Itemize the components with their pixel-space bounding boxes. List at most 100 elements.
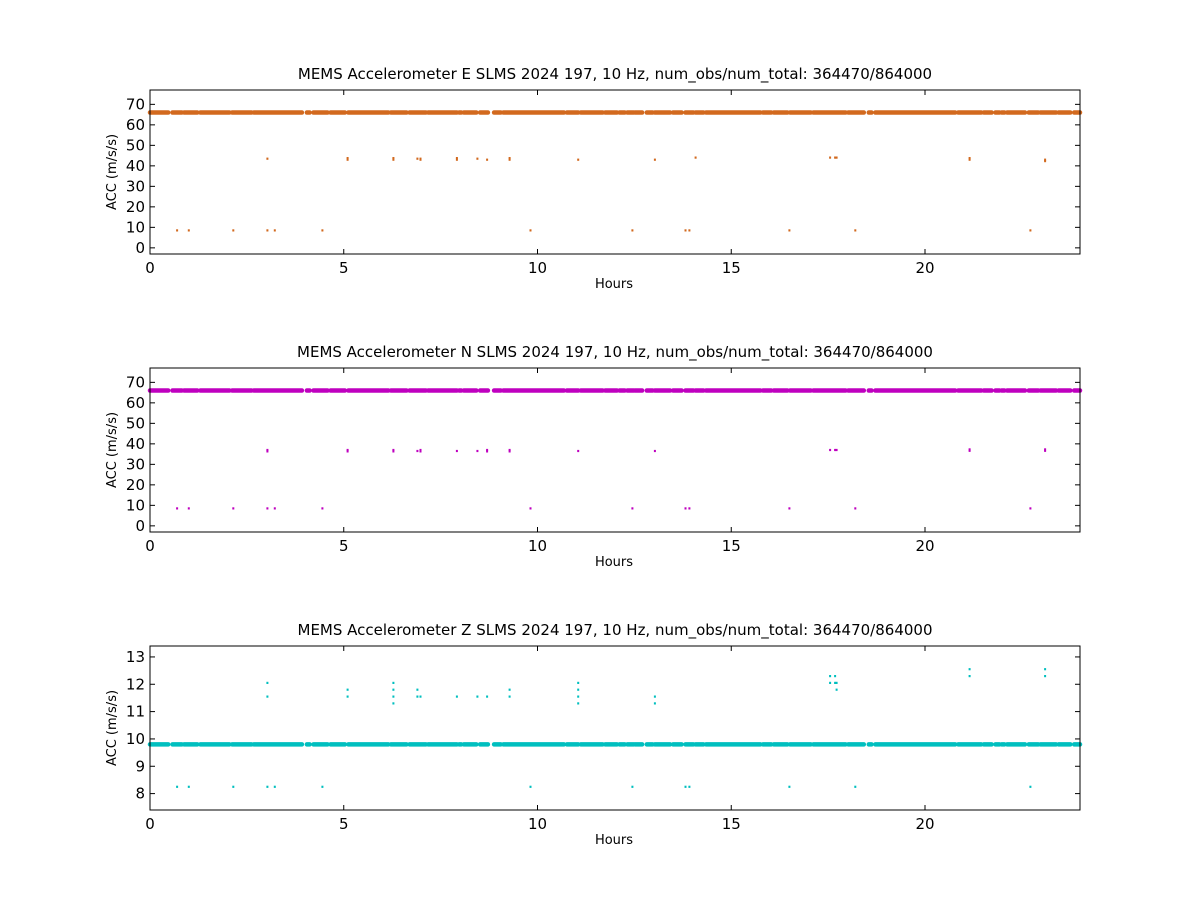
panel-title: MEMS Accelerometer Z SLMS 2024 197, 10 H… [298,621,933,640]
y-tick-label: 8 [135,785,145,803]
data-point [266,507,269,510]
y-tick-label: 11 [126,703,145,721]
data-point [266,448,269,452]
panel-z: MEMS Accelerometer Z SLMS 2024 197, 10 H… [105,621,1083,848]
x-tick-label: 5 [339,537,349,555]
data-point [653,695,656,698]
y-tick-label: 60 [126,116,145,134]
panel-title: MEMS Accelerometer N SLMS 2024 197, 10 H… [297,343,933,362]
y-tick-label: 40 [126,435,145,453]
data-point [829,448,832,452]
data-point [829,675,832,678]
x-tick-label: 15 [722,259,741,277]
data-point [176,229,179,232]
data-point [392,695,395,698]
data-point [392,448,395,452]
data-point [266,229,269,232]
data-point [273,507,276,510]
data-point [834,448,837,452]
data-point [688,785,691,788]
data-point [577,449,580,453]
data-point [854,229,857,232]
data-point [577,681,580,684]
x-tick-label: 20 [915,815,934,833]
data-point [416,688,419,691]
data-point [455,695,458,698]
data-point [577,688,580,691]
x-axis-label: Hours [595,277,633,292]
x-tick-label: 10 [528,815,547,833]
data-point [392,157,395,160]
y-tick-label: 13 [126,648,145,666]
data-point [529,229,532,232]
data-point [508,158,511,161]
data-point [631,785,634,788]
data-point [486,450,489,453]
x-tick-label: 20 [915,259,934,277]
data-point [829,681,832,684]
y-tick-label: 10 [126,730,145,748]
data-point [187,507,190,510]
y-tick-label: 40 [126,157,145,175]
data-point [1029,229,1032,232]
data-point [653,702,656,705]
data-point [486,158,489,161]
data-point [346,448,349,452]
data-point [835,448,838,452]
data-point [416,157,419,160]
y-tick-label: 50 [126,414,145,432]
data-point [346,450,349,453]
data-point [232,229,235,232]
data-point [788,785,791,788]
data-point [392,158,395,161]
data-point [577,702,580,705]
data-point [968,675,971,678]
data-point [266,450,269,453]
data-point [346,695,349,698]
data-point [455,157,458,160]
data-point [266,695,269,698]
data-point [835,681,838,684]
data-point [392,702,395,705]
x-tick-label: 0 [145,259,155,277]
panel-n: MEMS Accelerometer N SLMS 2024 197, 10 H… [105,343,1083,570]
data-point [266,681,269,684]
x-axis-label: Hours [595,555,633,570]
data-point [854,507,857,510]
x-tick-label: 5 [339,815,349,833]
data-point [321,507,324,510]
y-tick-label: 70 [126,373,145,391]
data-point [232,507,235,510]
data-point [1044,668,1047,671]
data-point [508,688,511,691]
plot-area: 0 5 10 15 20 0 10 20 30 40 50 60 70 [126,89,1083,277]
x-tick-label: 0 [145,537,155,555]
x-tick-label: 15 [722,537,741,555]
x-tick-label: 5 [339,259,349,277]
y-tick-label: 10 [126,496,145,514]
data-point [508,448,511,452]
data-point [187,229,190,232]
y-tick-label: 70 [126,95,145,113]
data-point [653,158,656,161]
data-point [486,448,489,452]
data-point [968,158,971,161]
data-point [1044,160,1047,163]
data-point [419,448,422,452]
axes-frame [149,367,1081,533]
data-point [266,785,269,788]
data-point [835,688,838,691]
data-point [392,681,395,684]
plot-area: 0 5 10 15 20 8 9 10 11 12 13 [126,645,1083,833]
data-point [321,229,324,232]
data-point [577,158,580,161]
y-tick-label: 20 [126,198,145,216]
x-tick-label: 0 [145,815,155,833]
x-tick-label: 10 [528,259,547,277]
panel-e: MEMS Accelerometer E SLMS 2024 197, 10 H… [105,65,1083,292]
data-point [577,695,580,698]
data-point [835,156,838,159]
data-point [419,450,422,453]
data-point [631,229,634,232]
